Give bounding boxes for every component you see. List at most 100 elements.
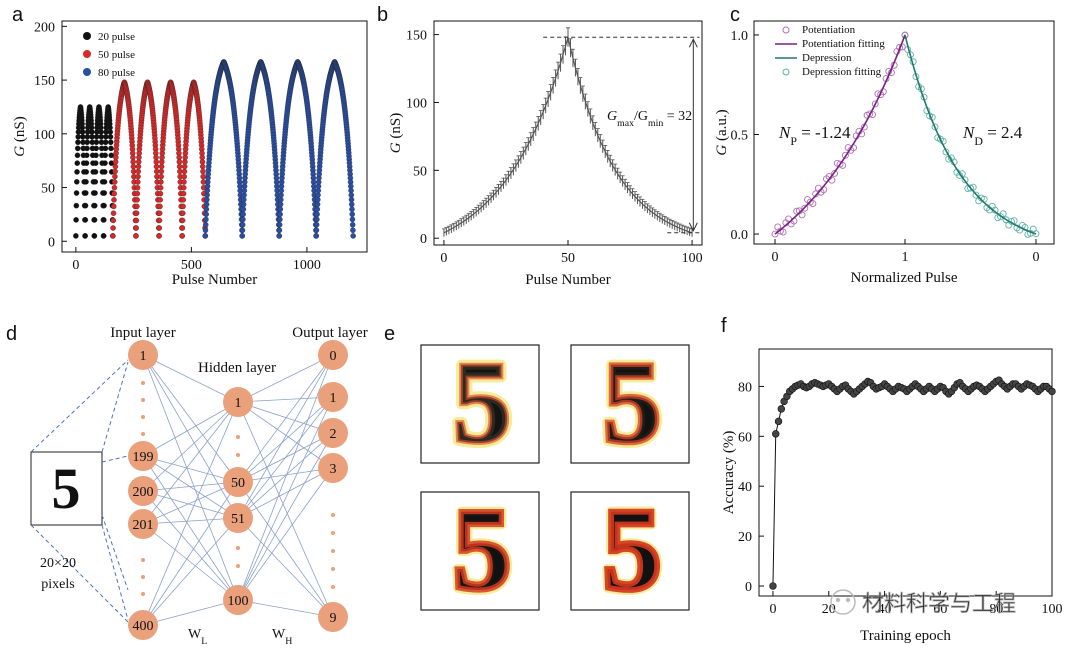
legend-marker	[83, 68, 91, 76]
edge-wl	[142, 455, 239, 483]
data-point	[157, 190, 164, 197]
data-point	[349, 221, 356, 228]
y-tick-label: 100	[34, 128, 55, 143]
data-point	[101, 169, 108, 175]
data-point	[157, 197, 163, 203]
data-point	[112, 163, 119, 170]
data-point	[110, 217, 117, 224]
ellipsis-dot	[331, 549, 335, 553]
input-node-label: 1	[140, 349, 147, 364]
data-point	[176, 159, 183, 165]
data-point	[156, 233, 162, 239]
legend-label: Depression fitting	[802, 66, 882, 78]
input-node-label: 200	[133, 485, 154, 500]
data-point	[80, 134, 86, 140]
digit-image-box	[30, 451, 103, 526]
data-point	[153, 159, 160, 165]
data-point	[73, 202, 80, 209]
data-point	[74, 169, 80, 175]
data-point	[277, 216, 283, 223]
x-axis-label: Training epoch	[860, 628, 951, 644]
data-point	[130, 159, 136, 165]
output-node-label: 9	[330, 611, 337, 626]
x-tick-label: 60	[933, 602, 947, 617]
edge-wl	[142, 481, 239, 492]
hidden-node-label: 100	[228, 594, 249, 609]
edge-wh	[237, 354, 334, 483]
data-point	[83, 152, 90, 159]
hidden-node-label: 50	[231, 476, 245, 491]
data-point	[240, 206, 247, 212]
y-tick-label: 100	[406, 96, 427, 111]
dashed-arrow	[101, 361, 129, 453]
hidden-node	[223, 503, 253, 533]
data-point	[84, 134, 91, 140]
data-point	[135, 163, 142, 170]
data-point	[314, 201, 321, 208]
data-point	[135, 173, 141, 180]
heatmap-glow: 5	[603, 484, 662, 615]
edge-wl	[142, 401, 239, 525]
data-point	[133, 217, 140, 224]
data-point	[349, 216, 356, 223]
y-axis-label: G (a.u.)	[714, 109, 730, 155]
data-point	[157, 203, 163, 210]
y-tick-label: 0	[745, 580, 752, 595]
plot-frame	[758, 348, 1053, 597]
x-axis-label: Normalized Pulse	[850, 270, 957, 286]
data-point	[156, 217, 163, 224]
data-point	[107, 129, 114, 135]
data-point	[133, 233, 139, 239]
output-layer-title: Output layer	[292, 325, 367, 341]
plot-frame	[61, 20, 368, 253]
dashed-arrow	[101, 524, 129, 621]
edge-wh	[237, 396, 334, 483]
data-point	[101, 202, 107, 209]
heatmap-body: 5	[603, 337, 662, 468]
data-point	[112, 173, 118, 180]
hidden-node-label: 1	[235, 396, 242, 411]
ellipsis-dot	[236, 546, 240, 550]
data-point	[348, 192, 355, 198]
heatmap-frame	[420, 344, 540, 464]
data-point	[83, 169, 90, 175]
data-point	[203, 211, 209, 217]
wl-label: WL	[188, 627, 207, 647]
edge-wh	[237, 354, 334, 601]
data-point	[349, 206, 355, 212]
data-point	[179, 217, 186, 224]
potentiation-point	[779, 228, 787, 236]
edge-wh	[237, 396, 334, 403]
ellipsis-dot	[141, 592, 145, 596]
y-axis-label: Accuracy (%)	[721, 431, 737, 515]
input-node-label: 201	[133, 518, 154, 533]
data-point	[92, 169, 99, 175]
potentiation-point	[801, 204, 809, 212]
data-point	[112, 168, 118, 175]
output-node-label: 1	[330, 391, 337, 406]
y-tick-label: 0.5	[731, 128, 749, 143]
data-point	[91, 233, 98, 239]
data-point	[277, 206, 284, 212]
data-point	[130, 163, 137, 170]
plot-frame	[753, 20, 1055, 245]
data-point	[202, 221, 209, 228]
chart-b: 0 50 100 0 50 100 150 Pulse Number G (nS) Gmax/Gm…	[388, 20, 703, 288]
ellipsis-dot	[141, 432, 145, 436]
legend-label: 50 pulse	[98, 49, 135, 61]
legend-marker	[782, 68, 790, 76]
heatmap-core: 5	[603, 337, 662, 468]
ellipsis-dot	[331, 531, 335, 535]
data-point	[181, 168, 188, 175]
edge-wl	[142, 354, 239, 601]
data-point	[93, 152, 99, 159]
panel-letter-e: e	[384, 323, 395, 345]
input-node	[128, 441, 158, 471]
input-node	[128, 610, 158, 640]
y-tick-label: 50	[41, 182, 55, 197]
legend-marker	[83, 32, 91, 40]
data-point	[200, 173, 206, 180]
data-point	[240, 201, 247, 208]
edge-wl	[142, 401, 239, 457]
